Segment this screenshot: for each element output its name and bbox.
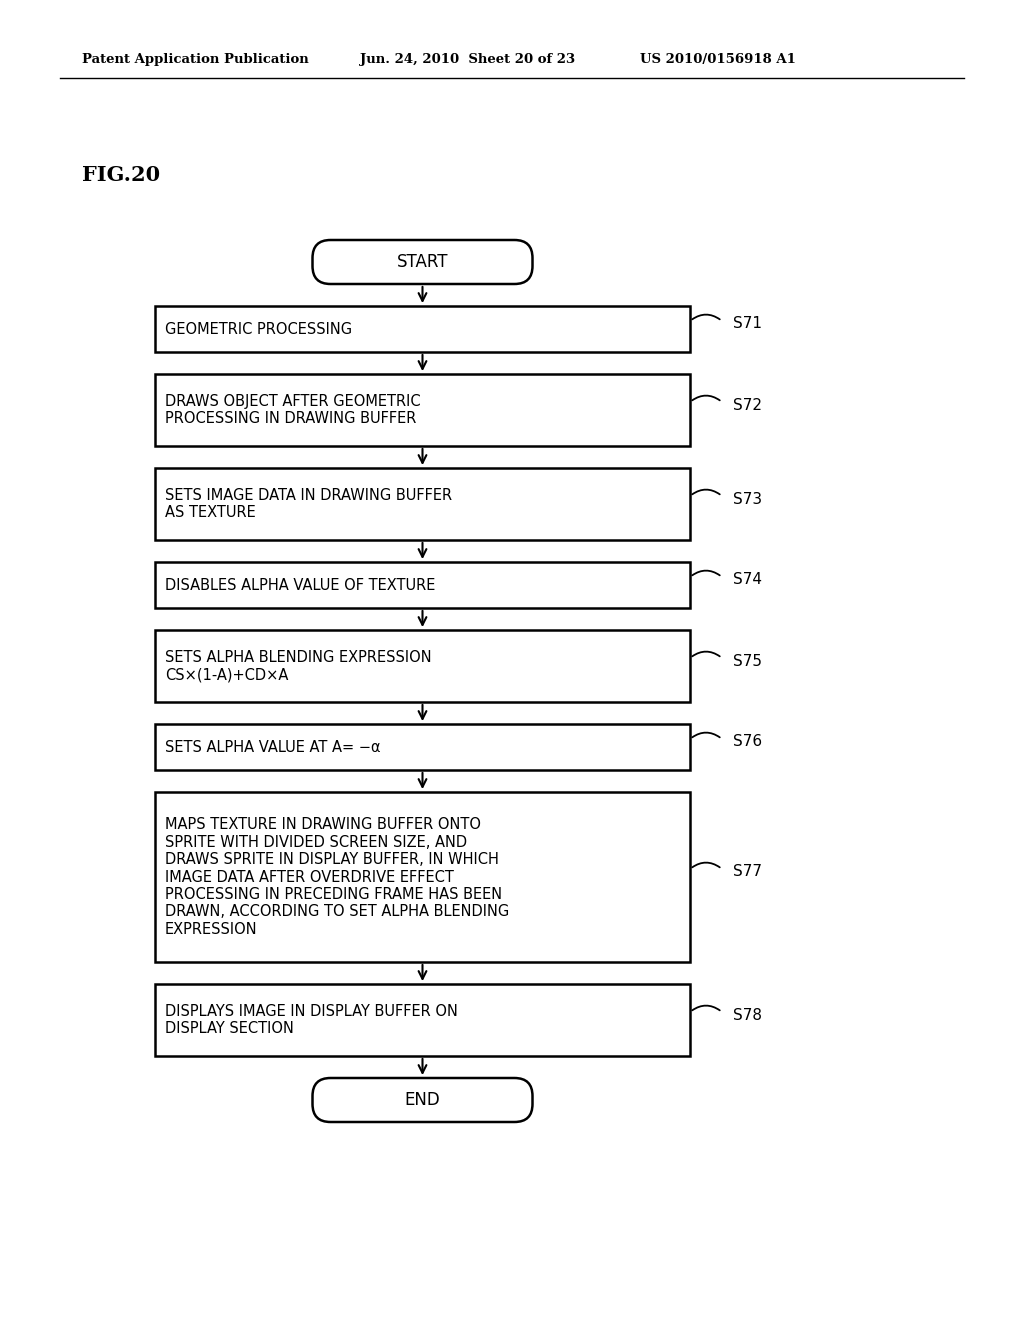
- FancyBboxPatch shape: [312, 1078, 532, 1122]
- Text: START: START: [396, 253, 449, 271]
- Text: S73: S73: [733, 491, 762, 507]
- Text: US 2010/0156918 A1: US 2010/0156918 A1: [640, 54, 796, 66]
- Text: S71: S71: [733, 317, 762, 331]
- Text: S77: S77: [733, 865, 762, 879]
- Text: S76: S76: [733, 734, 762, 750]
- Text: DRAWS OBJECT AFTER GEOMETRIC
PROCESSING IN DRAWING BUFFER: DRAWS OBJECT AFTER GEOMETRIC PROCESSING …: [165, 393, 421, 426]
- Text: Patent Application Publication: Patent Application Publication: [82, 54, 309, 66]
- Text: S72: S72: [733, 397, 762, 412]
- Text: S74: S74: [733, 573, 762, 587]
- FancyBboxPatch shape: [155, 723, 690, 770]
- FancyBboxPatch shape: [155, 792, 690, 962]
- Text: Jun. 24, 2010  Sheet 20 of 23: Jun. 24, 2010 Sheet 20 of 23: [360, 54, 575, 66]
- Text: MAPS TEXTURE IN DRAWING BUFFER ONTO
SPRITE WITH DIVIDED SCREEN SIZE, AND
DRAWS S: MAPS TEXTURE IN DRAWING BUFFER ONTO SPRI…: [165, 817, 509, 937]
- FancyBboxPatch shape: [155, 630, 690, 702]
- FancyBboxPatch shape: [155, 983, 690, 1056]
- Text: S78: S78: [733, 1007, 762, 1023]
- FancyBboxPatch shape: [312, 240, 532, 284]
- Text: DISPLAYS IMAGE IN DISPLAY BUFFER ON
DISPLAY SECTION: DISPLAYS IMAGE IN DISPLAY BUFFER ON DISP…: [165, 1003, 458, 1036]
- Text: FIG.20: FIG.20: [82, 165, 160, 185]
- Text: S75: S75: [733, 653, 762, 668]
- FancyBboxPatch shape: [155, 562, 690, 609]
- Text: SETS ALPHA VALUE AT A= −α: SETS ALPHA VALUE AT A= −α: [165, 739, 381, 755]
- FancyBboxPatch shape: [155, 469, 690, 540]
- Text: SETS ALPHA BLENDING EXPRESSION
CS×(1-A)+CD×A: SETS ALPHA BLENDING EXPRESSION CS×(1-A)+…: [165, 649, 432, 682]
- Text: SETS IMAGE DATA IN DRAWING BUFFER
AS TEXTURE: SETS IMAGE DATA IN DRAWING BUFFER AS TEX…: [165, 488, 453, 520]
- Text: GEOMETRIC PROCESSING: GEOMETRIC PROCESSING: [165, 322, 352, 337]
- FancyBboxPatch shape: [155, 374, 690, 446]
- Text: END: END: [404, 1092, 440, 1109]
- FancyBboxPatch shape: [155, 306, 690, 352]
- Text: DISABLES ALPHA VALUE OF TEXTURE: DISABLES ALPHA VALUE OF TEXTURE: [165, 578, 435, 593]
